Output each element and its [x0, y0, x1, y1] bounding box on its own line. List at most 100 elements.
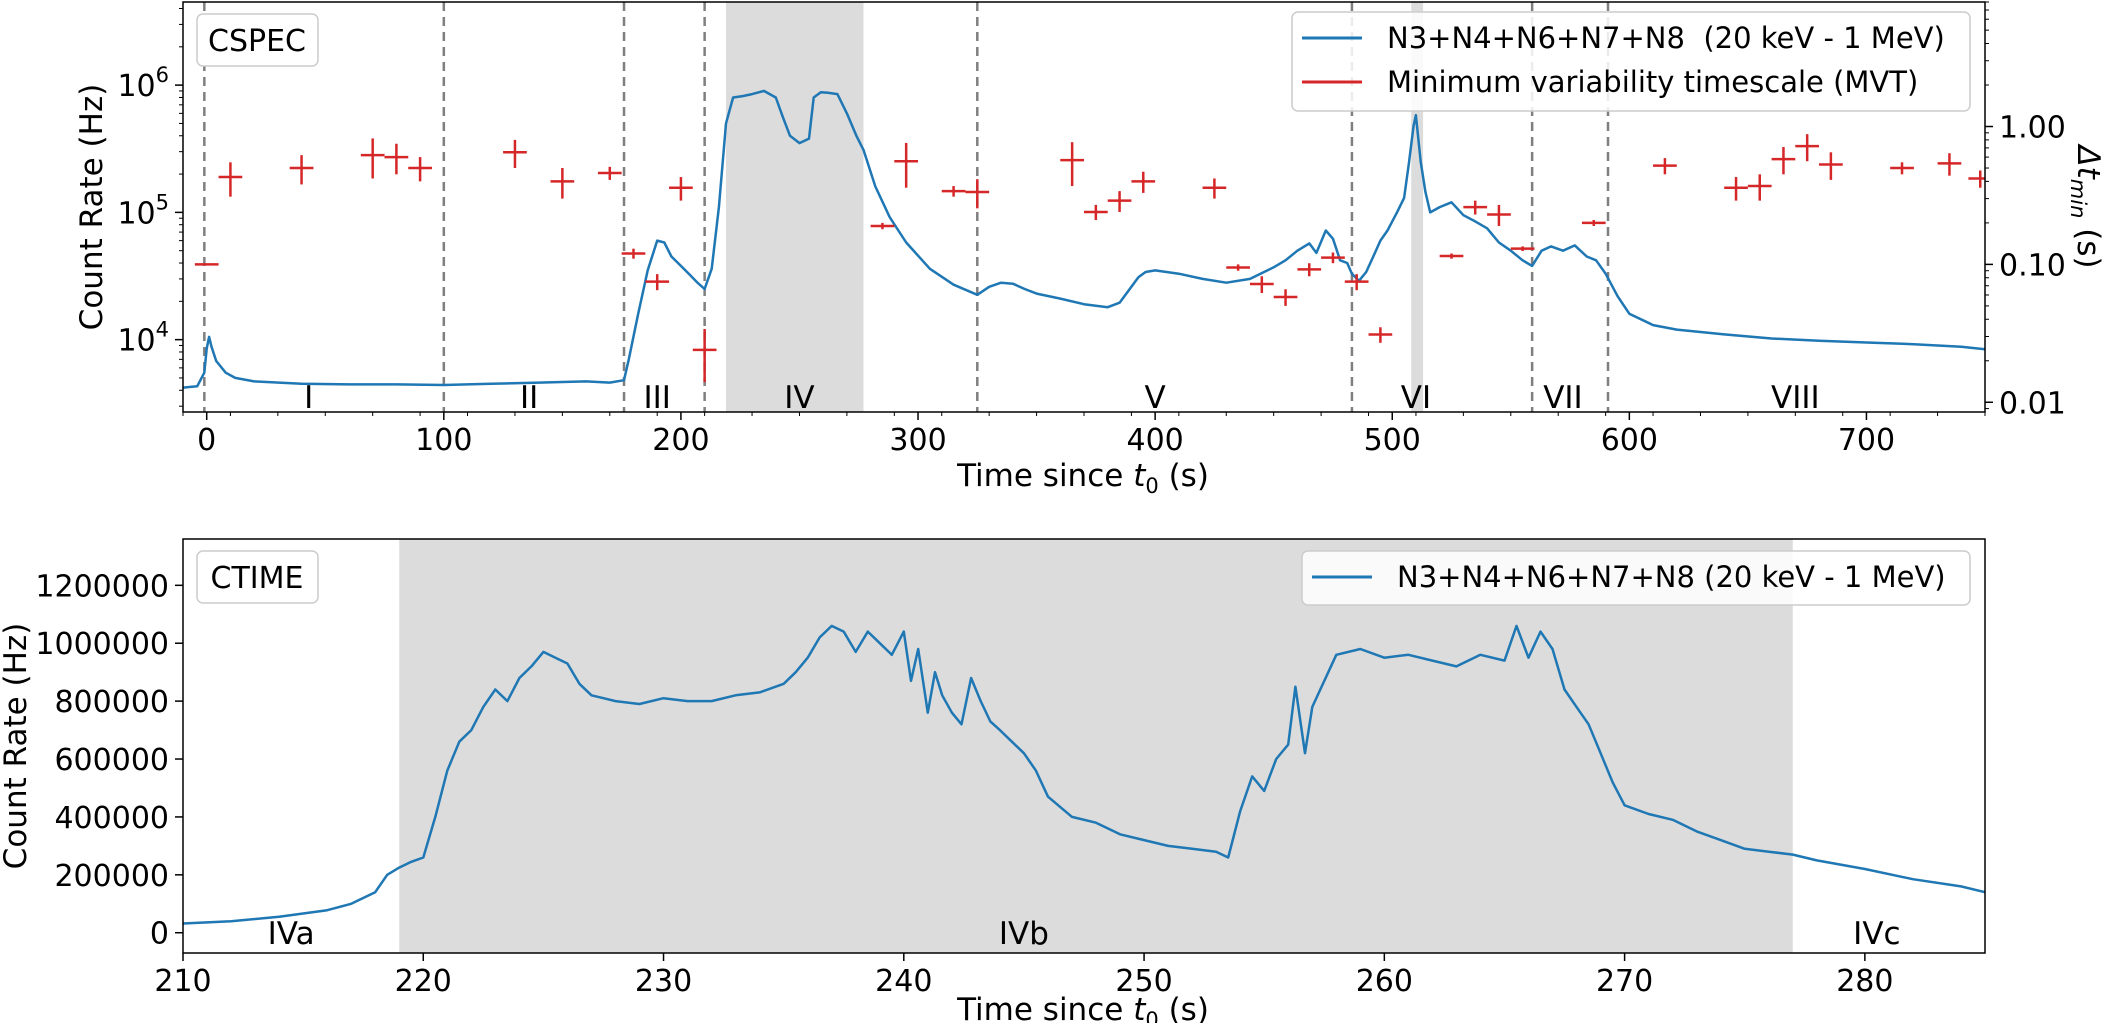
cspec-ytick-right-label-1: 0.10: [1999, 248, 2066, 283]
ctime-xtick-label-7: 280: [1836, 964, 1893, 999]
mvt-point-24: [1273, 289, 1298, 306]
ctime-ytick-label-3: 600000: [54, 743, 169, 778]
cspec-xtick-label-6: 600: [1601, 423, 1658, 458]
cspec-phase-labels: I II III IV V VI VII VIII: [304, 380, 1820, 416]
cspec-xtick-label-2: 200: [652, 423, 709, 458]
cspec-phase-label-4: V: [1145, 380, 1166, 416]
mvt-point-16: [965, 179, 990, 209]
ctime-legend: N3+N4+N6+N7+N8 (20 keV - 1 MeV): [1301, 550, 1971, 606]
ctime-y-axis-label: Count Rate (Hz): [0, 623, 34, 870]
cspec-xtick-label-3: 300: [889, 423, 946, 458]
cspec-phase-label-0: I: [304, 380, 313, 416]
mvt-point-4: [384, 143, 409, 175]
mvt-point-35: [1724, 177, 1748, 201]
mvt-point-27: [1344, 274, 1369, 291]
cspec-shaded-region-1: [1411, 2, 1424, 412]
mvt-point-39: [1819, 152, 1843, 180]
ctime-light-curve: [183, 624, 1985, 925]
cspec-phase-label-5: VI: [1401, 380, 1431, 416]
ctime-ytick-label-4: 800000: [54, 685, 169, 720]
ctime-xtick-label-6: 270: [1596, 964, 1653, 999]
mvt-point-31: [1487, 204, 1511, 226]
mvt-point-38: [1795, 134, 1820, 162]
mvt-point-23: [1249, 276, 1274, 294]
mvt-point-13: [870, 222, 895, 230]
cspec-ytick-label-1: 105: [117, 190, 169, 231]
mvt-point-19: [1107, 191, 1132, 212]
cspec-xtick-label-1: 100: [415, 423, 472, 458]
ctime-x-axis-label: Time since t0 (s): [956, 992, 1209, 1023]
ctime-shaded-regions: [399, 539, 1793, 953]
mvt-point-41: [1937, 153, 1962, 176]
cspec-x-axis: 0 100 200 300 400 500 600 700: [182, 412, 1986, 458]
cspec-x-axis-label: Time since t0 (s): [956, 458, 1209, 498]
cspec-phase-label-3: IV: [784, 380, 814, 416]
mvt-point-28: [1368, 327, 1393, 343]
ctime-phase-label-2: IVc: [1853, 916, 1900, 952]
cspec-y-axis-right: 0.01 0.10 1.00: [1985, 1, 2066, 421]
ctime-ytick-label-2: 400000: [54, 801, 169, 836]
mvt-point-21: [1202, 178, 1227, 199]
cspec-panel: I II III IV V VI VII VIII 0 100 200 300 400 500 600 70…: [74, 1, 2105, 498]
mvt-point-17: [1060, 142, 1084, 187]
mvt-point-18: [1084, 204, 1108, 220]
ctime-x-axis: 210 220 230 240 250 260 270 280: [154, 953, 1893, 999]
cspec-y-axis-left: 104 105 106: [117, 8, 183, 407]
ctime-label: CTIME: [211, 561, 304, 596]
cspec-label-box: [196, 13, 319, 67]
cspec-light-curve-group: [183, 89, 1985, 389]
cspec-legend-box: [1291, 11, 1971, 112]
mvt-point-36: [1747, 174, 1772, 201]
mvt-point-10: [645, 274, 670, 291]
mvt-point-9: [621, 248, 646, 259]
ctime-y-axis: 0 200000 400000 600000 800000 1000000 1200000: [35, 569, 183, 952]
cspec-shaded-region-0: [725, 2, 864, 412]
cspec-ytick-right-label-2: 1.00: [1999, 111, 2066, 146]
ctime-label-box: [196, 550, 319, 604]
mvt-point-37: [1771, 147, 1796, 175]
ctime-phase-label-0: IVa: [268, 916, 315, 952]
ctime-xtick-label-4: 250: [1115, 964, 1172, 999]
cspec-phase-label-2: III: [643, 380, 670, 416]
ctime-legend-entry-lightcurve: N3+N4+N6+N7+N8 (20 keV - 1 MeV): [1397, 560, 1946, 594]
cspec-ytick-label-2: 106: [117, 63, 169, 104]
cspec-xtick-label-0: 0: [197, 423, 216, 458]
cspec-y-axis-label: Count Rate (Hz): [74, 84, 110, 331]
mvt-point-34: [1653, 158, 1677, 175]
cspec-y-axis-right-label: Δtmin (s): [2066, 143, 2105, 268]
cspec-mvt-points: [194, 134, 1985, 383]
ctime-shaded-region-0: [399, 539, 1793, 953]
cspec-xtick-label-4: 400: [1126, 423, 1183, 458]
cspec-light-curve: [183, 89, 1985, 389]
cspec-legend: N3+N4+N6+N7+N8 (20 keV - 1 MeV) Minimum …: [1291, 11, 1971, 112]
cspec-phase-label-1: II: [520, 380, 538, 416]
ctime-xtick-label-1: 220: [395, 964, 452, 999]
mvt-point-2: [289, 155, 314, 185]
ctime-axes-frame: [182, 538, 1986, 954]
mvt-point-40: [1890, 162, 1914, 175]
mvt-point-22: [1226, 264, 1250, 271]
mvt-point-1: [218, 162, 243, 197]
ctime-ytick-label-6: 1200000: [35, 569, 169, 604]
mvt-point-8: [597, 166, 622, 180]
mvt-point-11: [669, 177, 693, 201]
mvt-point-33: [1581, 219, 1606, 226]
ctime-phase-labels: IVa IVb IVc: [268, 916, 1901, 952]
mvt-point-12: [692, 328, 717, 383]
cspec-xtick-label-5: 500: [1364, 423, 1421, 458]
cspec-legend-entry-lightcurve: N3+N4+N6+N7+N8 (20 keV - 1 MeV): [1387, 21, 1945, 55]
mvt-point-29: [1439, 253, 1464, 259]
cspec-label: CSPEC: [208, 24, 306, 59]
ctime-xtick-label-0: 210: [154, 964, 211, 999]
ctime-panel: IVa IVb IVc 210 220 230 240 250 260 270 280 0 2000…: [0, 538, 1986, 1023]
cspec-legend-entry-mvt: Minimum variability timescale (MVT): [1387, 65, 1918, 99]
mvt-point-5: [408, 157, 432, 182]
mvt-point-20: [1131, 171, 1156, 193]
cspec-shaded-regions: [725, 2, 1424, 412]
mvt-point-14: [894, 142, 919, 188]
ctime-ytick-label-5: 1000000: [35, 627, 169, 662]
ctime-legend-box: [1301, 550, 1971, 606]
ctime-light-curve-group: [183, 624, 1985, 925]
ctime-xtick-label-5: 260: [1356, 964, 1413, 999]
